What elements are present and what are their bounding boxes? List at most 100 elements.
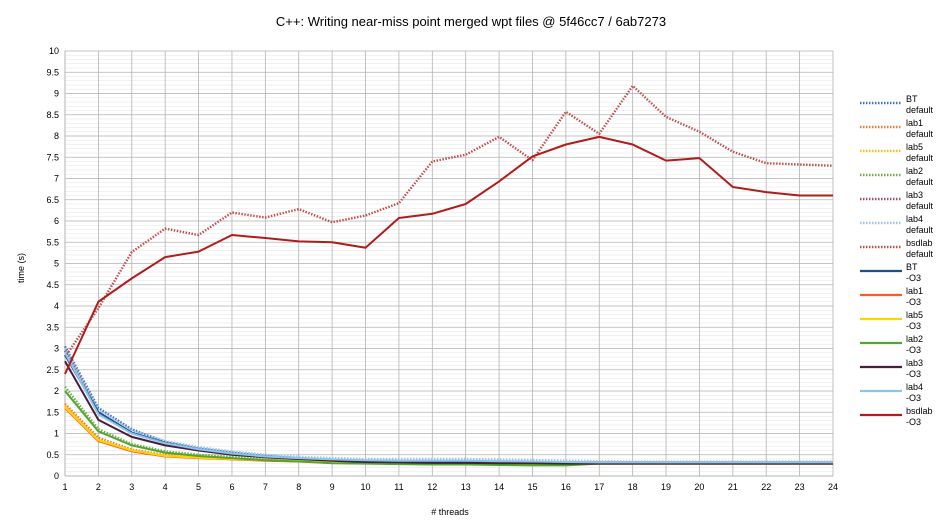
legend-label: BT	[906, 262, 918, 272]
x-tick-label: 22	[761, 482, 771, 492]
legend-label: lab4	[906, 214, 923, 224]
y-tick-label: 5.5	[46, 237, 59, 247]
legend-label-variant: default	[906, 105, 934, 115]
x-tick-label: 1	[62, 482, 67, 492]
legend-label-variant: -O3	[906, 297, 921, 307]
series-line-bsdlab-o3	[64, 135, 833, 375]
legend-item: bsdlab-O3	[860, 406, 933, 427]
y-tick-label: 2.5	[46, 365, 59, 375]
legend-label: bsdlab	[906, 238, 933, 248]
y-tick-label: 0.5	[46, 450, 59, 460]
y-tick-label: 6	[54, 216, 59, 226]
x-tick-label: 7	[263, 482, 268, 492]
legend-label-variant: -O3	[906, 273, 921, 283]
legend-label-variant: -O3	[906, 345, 921, 355]
legend-label: BT	[906, 94, 918, 104]
x-tick-label: 4	[163, 482, 168, 492]
x-tick-label: 23	[795, 482, 805, 492]
legend-label: lab2	[906, 166, 923, 176]
chart-title: C++: Writing near-miss point merged wpt …	[276, 14, 666, 29]
y-tick-label: 7	[54, 174, 59, 184]
x-tick-label: 14	[494, 482, 504, 492]
series-line-lab3-o3	[64, 360, 833, 465]
x-tick-label: 12	[427, 482, 437, 492]
x-tick-label: 17	[594, 482, 604, 492]
legend-label: lab2	[906, 334, 923, 344]
legend-label-variant: -O3	[906, 369, 921, 379]
legend-label: lab4	[906, 382, 923, 392]
series-line-lab4-o3	[64, 352, 833, 464]
legend-label-variant: default	[906, 201, 934, 211]
x-tick-label: 16	[561, 482, 571, 492]
x-tick-label: 24	[828, 482, 838, 492]
legend: BTdefaultlab1defaultlab5defaultlab2defau…	[860, 94, 934, 427]
x-tick-label: 21	[728, 482, 738, 492]
y-tick-label: 8.5	[46, 110, 59, 120]
legend-label: lab3	[906, 358, 923, 368]
x-tick-label: 19	[661, 482, 671, 492]
legend-label-variant: default	[906, 153, 934, 163]
y-tick-label: 3.5	[46, 322, 59, 332]
y-tick-label: 8	[54, 131, 59, 141]
y-tick-label: 3	[54, 344, 59, 354]
series-line-lab5-o3	[64, 406, 833, 465]
legend-item: lab3-O3	[860, 358, 923, 379]
legend-label-variant: default	[906, 129, 934, 139]
y-tick-label: 6.5	[46, 195, 59, 205]
legend-label: lab1	[906, 286, 923, 296]
y-tick-label: 9.5	[46, 67, 59, 77]
series-line-lab2-o3	[64, 390, 833, 467]
y-tick-label: 2	[54, 386, 59, 396]
legend-label-variant: -O3	[906, 393, 921, 403]
y-axis-label: time (s)	[16, 253, 26, 283]
legend-label-variant: -O3	[906, 321, 921, 331]
x-tick-label: 20	[694, 482, 704, 492]
x-tick-label: 2	[96, 482, 101, 492]
y-tick-label: 1	[54, 429, 59, 439]
plot-grid	[64, 50, 834, 477]
legend-label-variant: default	[906, 225, 934, 235]
x-tick-label: 11	[394, 482, 403, 492]
legend-label-variant: -O3	[906, 417, 921, 427]
legend-item: lab2-O3	[860, 334, 923, 355]
y-tick-label: 4	[54, 301, 59, 311]
x-tick-label: 9	[330, 482, 335, 492]
y-tick-label: 1.5	[46, 407, 59, 417]
y-tick-label: 10	[49, 46, 59, 56]
y-tick-label: 9	[54, 89, 59, 99]
legend-item: BT-O3	[860, 262, 921, 283]
legend-label: lab5	[906, 142, 923, 152]
x-axis-label: # threads	[431, 507, 469, 517]
y-tick-label: 0	[54, 471, 59, 481]
y-tick-label: 7.5	[46, 152, 59, 162]
y-tick-label: 5	[54, 259, 59, 269]
series-layer	[63, 84, 834, 467]
legend-item: lab4-O3	[860, 382, 923, 403]
x-tick-label: 8	[296, 482, 301, 492]
legend-label: lab5	[906, 310, 923, 320]
plot-axes: 0 0.5 1 1.5 2 2.5 3 3.5 4 4.5 5 5.5 6 6.5 7 7.5 8 8.5 9 9.5…	[46, 46, 838, 492]
legend-label: lab1	[906, 118, 923, 128]
x-tick-label: 10	[361, 482, 371, 492]
legend-label: bsdlab	[906, 406, 933, 416]
x-tick-label: 13	[461, 482, 471, 492]
legend-item: lab5-O3	[860, 310, 923, 331]
legend-item: lab1-O3	[860, 286, 923, 307]
x-tick-label: 5	[196, 482, 201, 492]
legend-label-variant: default	[906, 177, 934, 187]
x-tick-label: 18	[628, 482, 638, 492]
x-tick-label: 15	[527, 482, 537, 492]
x-tick-label: 3	[129, 482, 134, 492]
y-tick-label: 4.5	[46, 280, 59, 290]
x-tick-label: 6	[229, 482, 234, 492]
series-line-bsdlab-default	[64, 84, 834, 358]
legend-label-variant: default	[906, 249, 934, 259]
